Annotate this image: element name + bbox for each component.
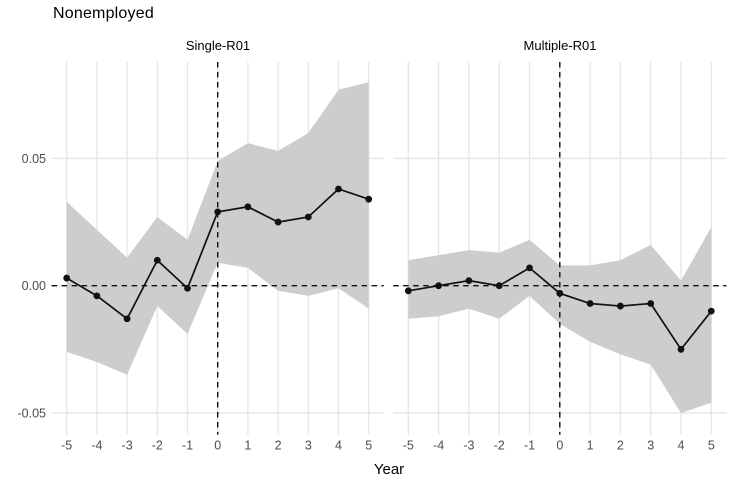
data-point [647,300,655,307]
x-tick-label: 2 [275,439,282,453]
data-point [153,256,161,264]
plot-title: Nonemployed [53,5,154,22]
x-tick-label: 1 [244,439,251,453]
data-point [495,282,503,290]
x-tick-label: -1 [524,439,535,453]
x-tick-label: -3 [463,439,474,453]
x-tick-label: 0 [556,439,563,453]
confidence-ribbon [66,82,369,375]
x-tick-label: -5 [403,439,414,453]
x-tick-label: -5 [61,439,72,453]
data-point [123,315,131,323]
facet-strip-single-r01: Single-R01 [185,38,251,53]
confidence-ribbon [408,227,712,413]
data-point [274,218,282,226]
data-point [465,277,473,285]
x-tick-label: -4 [433,439,444,453]
data-point [93,292,101,300]
data-point [526,264,533,272]
x-tick-label: 3 [647,439,654,453]
data-point [707,307,715,315]
x-tick-label: 2 [617,439,624,453]
data-point [214,208,222,216]
x-tick-label: -3 [122,439,133,453]
data-point [365,195,373,203]
data-point [304,213,312,221]
x-tick-label: 4 [678,439,685,453]
x-tick-label: -1 [182,439,193,453]
x-tick-label: 4 [335,439,342,453]
data-point [244,203,252,211]
data-point [184,284,191,292]
data-point [586,300,594,307]
x-tick-label: 3 [305,439,312,453]
data-point [63,274,71,282]
x-tick-label: 0 [214,439,221,453]
y-tick-label: 0.00 [22,279,46,293]
x-tick-label: -4 [91,439,102,453]
x-tick-label: -2 [494,439,505,453]
y-tick-label: 0.05 [22,152,46,166]
data-point [617,302,624,310]
data-point [335,185,342,193]
x-tick-label: -2 [152,439,163,453]
data-point [677,345,685,353]
facet-strip-multiple-r01: Multiple-R01 [523,38,597,53]
x-axis-title: Year [373,461,405,478]
x-tick-label: 5 [365,439,372,453]
x-tick-label: 1 [587,439,594,453]
data-point [435,282,442,290]
data-point [556,289,564,297]
y-tick-label: -0.05 [18,406,47,420]
x-tick-label: 5 [708,439,715,453]
data-point [404,287,412,295]
